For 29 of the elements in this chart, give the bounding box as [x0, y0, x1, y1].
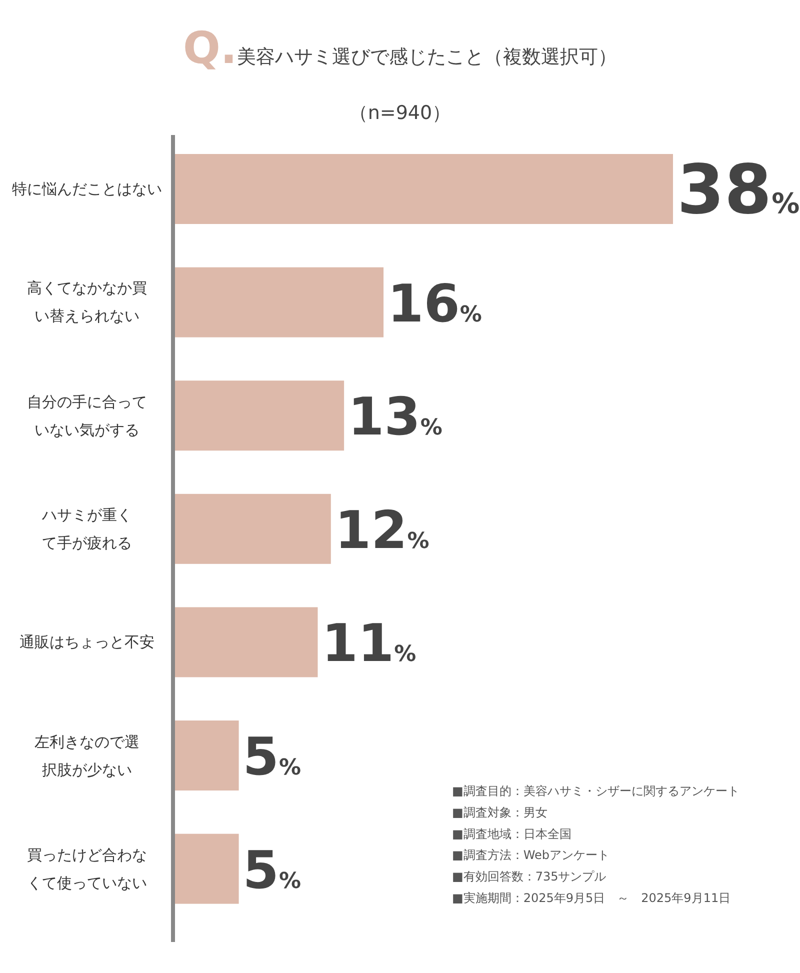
bar	[173, 834, 239, 904]
annotation: ■調査目的：美容ハサミ・シザーに関するアンケート	[452, 784, 740, 798]
y-tick-label: 左利きなので選択肢が少ない	[34, 732, 140, 780]
bar	[173, 267, 384, 338]
y-tick-label: 自分の手に合っていない気がする	[26, 392, 148, 441]
data-label: 5%	[242, 840, 302, 901]
data-label: 5%	[242, 728, 302, 788]
data-label: 12%	[334, 500, 430, 561]
data-label: 38%	[677, 151, 800, 230]
annotation: ■調査地域：日本全国	[452, 826, 572, 841]
chart-title: Q.美容ハサミ選びで感じたこと（複数選択可）	[182, 23, 618, 74]
data-label: 13%	[348, 388, 442, 448]
bar	[173, 154, 673, 224]
bar	[173, 494, 331, 564]
bar	[173, 380, 344, 451]
data-label: 16%	[388, 274, 482, 334]
bar	[173, 720, 239, 790]
chart-subtitle: （n=940）	[348, 102, 452, 124]
annotation: ■調査方法：Webアンケート	[452, 848, 610, 862]
y-tick-label: 特に悩んだことはない	[11, 179, 163, 200]
data-label: 11%	[322, 614, 416, 674]
bar	[173, 607, 318, 678]
y-tick-label: 高くてなかなか買い替えられない	[26, 278, 148, 328]
annotation: ■実施期間：2025年9月5日 ～ 2025年9月11日	[452, 891, 731, 905]
y-tick-label: 買ったけど合わなくて使っていない	[26, 844, 148, 894]
y-tick-label: 通販はちょっと不安	[18, 632, 156, 654]
y-tick-label: ハサミが重くて手が疲れる	[41, 504, 133, 554]
annotation: ■有効回答数：735サンプル	[452, 870, 606, 884]
annotation: ■調査対象：男女	[452, 805, 548, 820]
